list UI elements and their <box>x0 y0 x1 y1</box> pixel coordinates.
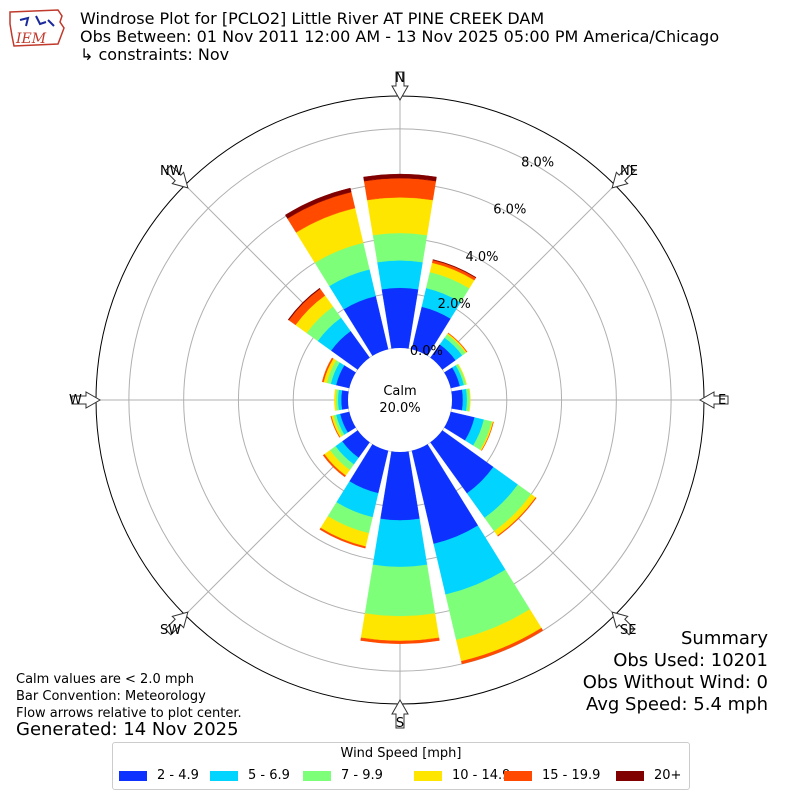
flow-arrow-icon <box>611 611 636 636</box>
radial-tick-label: 0.0% <box>410 344 443 359</box>
bar-w-bin-2 <box>337 389 343 411</box>
compass-label-s: S <box>396 716 404 731</box>
bar-nnw-bin-6 <box>284 187 352 219</box>
bar-s-bin-4 <box>360 613 440 642</box>
flow-arrow-icon <box>391 698 409 729</box>
bar-n-bin-6 <box>363 173 437 182</box>
grid-circle <box>128 128 672 672</box>
calm-label: Calm <box>383 384 416 399</box>
bar-wnw-bin-5 <box>321 357 334 383</box>
bar-sse-bin-5 <box>461 627 544 665</box>
calm-circle <box>348 348 452 452</box>
compass-label-sw: SW <box>160 623 181 638</box>
note-calm: Calm values are < 2.0 mph <box>16 672 195 687</box>
legend-swatch <box>616 770 644 781</box>
legend-label: 20+ <box>654 768 682 783</box>
radial-tick-label: 6.0% <box>493 203 526 218</box>
legend-swatch <box>210 770 238 781</box>
bar-w-bin-4 <box>334 389 337 411</box>
legend-item: 15 - 19.9 <box>504 768 600 783</box>
bar-e-bin-1 <box>451 389 464 411</box>
summary-avg-speed: Avg Speed: 5.4 mph <box>586 694 768 715</box>
note-convention: Bar Convention: Meteorology <box>16 689 206 704</box>
radial-tick-label: 4.0% <box>465 250 498 265</box>
chart-constraints: ↳ constraints: Nov <box>80 45 230 64</box>
bar-sw-bin-5 <box>322 454 346 478</box>
bar-ne-bin-5 <box>447 332 468 353</box>
legend-swatch <box>414 770 442 781</box>
label-layer: Calm 20.0% 0.0% 2.0% 4.0% 6.0% 8.0% N NE E SE S SW W N… <box>69 71 726 731</box>
summary-title: Summary <box>681 628 768 649</box>
bar-ene-bin-4 <box>457 363 467 385</box>
flow-arrow-icon <box>164 164 189 189</box>
radial-tick-label: 2.0% <box>438 297 471 312</box>
summary-block: Summary Obs Used: 10201 Obs Without Wind… <box>583 628 768 716</box>
legend-title: Wind Speed [mph] <box>340 746 462 761</box>
iem-logo: IEM <box>9 9 65 47</box>
compass-label-n: N <box>395 71 405 86</box>
legend-item: 2 - 4.9 <box>119 768 199 783</box>
compass-label-w: W <box>69 393 82 408</box>
compass-label-ne: NE <box>620 164 638 179</box>
bar-ese-bin-5 <box>481 421 494 451</box>
chart-title: Windrose Plot for [PCLO2] Little River A… <box>80 9 545 28</box>
arrow-layer <box>71 71 729 729</box>
legend-item: 5 - 6.9 <box>210 768 290 783</box>
bar-s-bin-5 <box>360 637 440 644</box>
generated-date: Generated: 14 Nov 2025 <box>16 719 239 740</box>
summary-obs-without-wind: Obs Without Wind: 0 <box>582 672 768 693</box>
legend-label: 15 - 19.9 <box>542 768 601 783</box>
logo-text: IEM <box>15 31 47 47</box>
bar-s-bin-1 <box>380 451 420 521</box>
notes-block: Calm values are < 2.0 mph Bar Convention… <box>16 671 242 722</box>
bar-n-bin-5 <box>363 177 437 201</box>
bar-nne-bin-6 <box>432 259 477 279</box>
compass-label-nw: NW <box>160 164 183 179</box>
bar-e-bin-4 <box>468 388 471 412</box>
flow-arrow-icon <box>698 391 729 409</box>
flow-arrow-icon <box>71 391 102 409</box>
legend-swatch <box>504 770 532 781</box>
bar-ssw-bin-5 <box>319 527 366 549</box>
summary-obs-used: Obs Used: 10201 <box>613 650 768 671</box>
legend-label: 7 - 9.9 <box>341 768 383 783</box>
note-flow: Flow arrows relative to plot center. <box>16 706 242 721</box>
flow-arrow-icon <box>391 71 409 102</box>
chart-subtitle: Obs Between: 01 Nov 2011 12:00 AM - 13 N… <box>80 27 720 46</box>
bar-s-bin-2 <box>372 518 428 568</box>
legend-label: 2 - 4.9 <box>157 768 199 783</box>
legend: Wind Speed [mph] 2 - 4.9 5 - 6.9 7 - 9.9 10… <box>112 742 690 790</box>
legend-swatch <box>119 770 147 781</box>
compass-label-e: E <box>718 393 726 408</box>
bar-n-bin-4 <box>367 197 433 236</box>
bar-w-bin-1 <box>340 390 349 410</box>
compass-label-se: SE <box>620 623 636 638</box>
bar-layer <box>284 173 544 665</box>
bar-n-bin-2 <box>377 260 423 290</box>
legend-label: 10 - 14.9 <box>452 768 511 783</box>
bar-s-bin-3 <box>364 564 436 617</box>
legend-item: 10 - 14.9 <box>414 768 510 783</box>
title-block: Windrose Plot for [PCLO2] Little River A… <box>80 10 719 64</box>
bar-nw-bin-6 <box>287 287 321 321</box>
bar-n-bin-3 <box>372 232 428 263</box>
legend-item: 7 - 9.9 <box>303 768 383 783</box>
bar-se-bin-5 <box>497 497 537 537</box>
flow-arrow-icon <box>611 164 636 189</box>
legend-item: 20+ <box>616 768 681 783</box>
legend-swatch <box>303 770 331 781</box>
bar-wsw-bin-5 <box>330 415 341 438</box>
bar-e-bin-2 <box>461 388 468 412</box>
radial-tick-label: 8.0% <box>521 155 554 170</box>
calm-value: 20.0% <box>379 401 420 416</box>
bar-n-bin-1 <box>381 287 419 349</box>
legend-label: 5 - 6.9 <box>248 768 290 783</box>
flow-arrow-icon <box>164 611 189 636</box>
